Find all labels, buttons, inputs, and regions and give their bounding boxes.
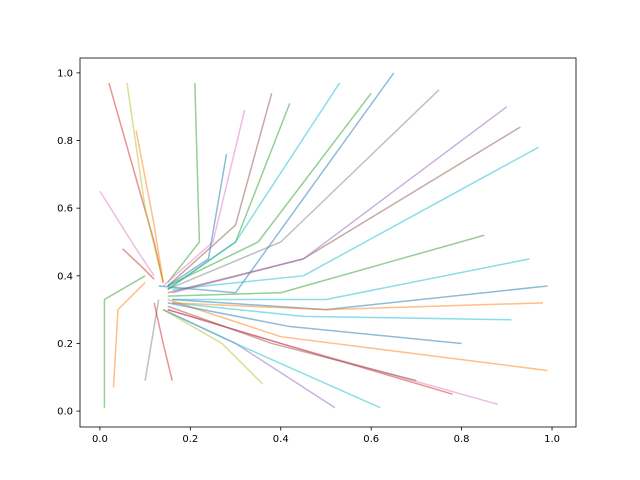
series-line: [126, 82, 164, 283]
series-line: [153, 302, 173, 381]
y-tick-label: 0.2: [57, 339, 73, 350]
x-tick-label: 0.6: [363, 434, 379, 445]
y-tick-label: 0.8: [57, 136, 73, 147]
x-tick-label: 0.0: [92, 434, 108, 445]
series-line: [167, 153, 228, 287]
series-line: [167, 298, 548, 372]
lines: [99, 72, 548, 409]
axes-frame: [79, 57, 577, 428]
series-line: [172, 302, 512, 321]
series-line: [167, 302, 462, 345]
series-line: [172, 258, 530, 301]
series-line: [99, 190, 155, 277]
series-line: [103, 275, 146, 408]
series-line: [167, 103, 291, 290]
series-line: [167, 82, 341, 290]
series-line: [108, 82, 164, 283]
series-line: [162, 308, 381, 409]
series-line: [167, 308, 453, 395]
series-line: [172, 302, 544, 311]
series-line: [112, 282, 146, 388]
x-tick-label: 0.8: [454, 434, 470, 445]
series-line: [167, 92, 273, 287]
x-tick-label: 0.2: [182, 434, 198, 445]
y-tick-label: 1.0: [57, 68, 73, 79]
y-tick-label: 0.0: [57, 407, 73, 418]
x-tick-label: 0.4: [273, 434, 289, 445]
series-line: [172, 146, 539, 291]
series-line: [144, 299, 160, 381]
series-line: [172, 106, 508, 294]
series-line: [167, 234, 485, 297]
series-line: [167, 92, 372, 287]
series-line: [167, 83, 201, 284]
series-line: [162, 308, 264, 385]
series-line: [135, 130, 164, 283]
y-tick-label: 0.6: [57, 204, 73, 215]
series-line: [162, 109, 246, 287]
series-line: [167, 305, 417, 382]
series-line: [121, 248, 155, 280]
y-tick-label: 0.4: [57, 271, 73, 282]
series-line: [167, 89, 440, 291]
x-tick-label: 1.0: [544, 434, 560, 445]
